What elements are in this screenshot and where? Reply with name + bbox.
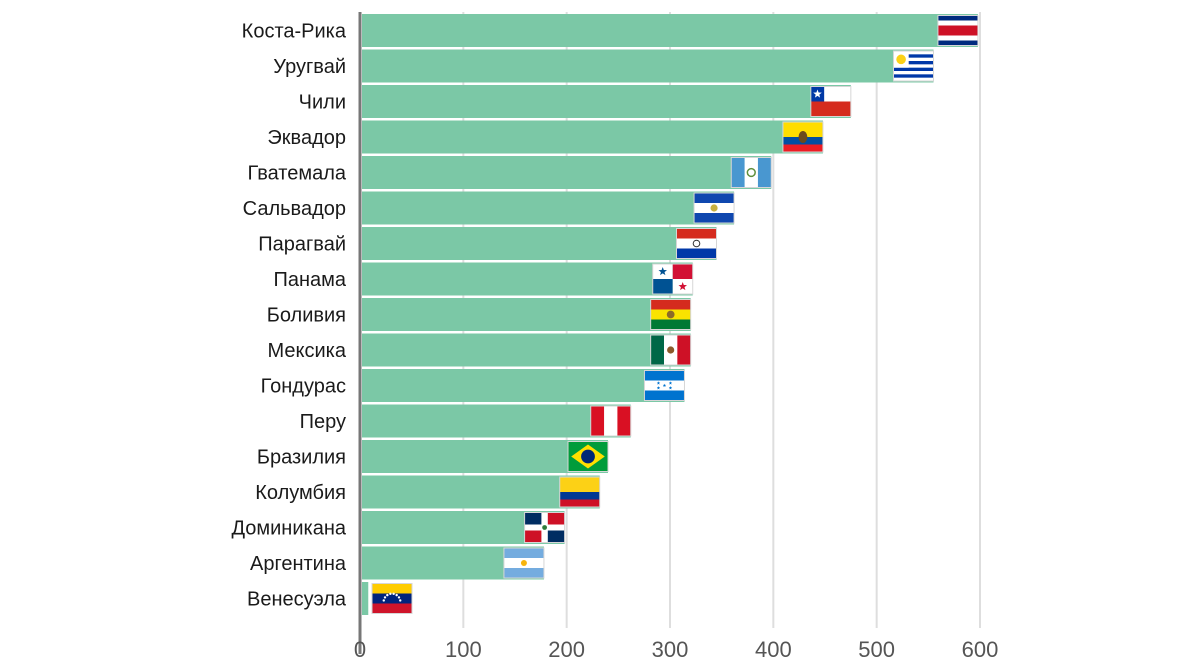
category-label: Коста-Рика [242, 21, 347, 43]
peru-flag [590, 405, 632, 437]
category-label: Парагвай [258, 234, 346, 256]
x-tick-label: 100 [445, 637, 482, 662]
bar [362, 156, 772, 189]
bar [362, 369, 685, 402]
x-tick-labels: 0 100 200 300 400 500 600 [354, 637, 998, 662]
category-label: Боливия [267, 305, 346, 327]
bar [362, 14, 978, 47]
x-tick-label: 0 [354, 637, 366, 662]
colombia-flag [559, 476, 601, 508]
bolivia-flag [650, 299, 692, 330]
bar [362, 85, 851, 118]
category-label: Гватемала [247, 163, 346, 185]
argentina-flag [503, 547, 545, 579]
venezuela-flag [371, 583, 413, 614]
x-tick-label: 400 [755, 637, 792, 662]
panama-flag [652, 263, 694, 295]
ecuador-flag [782, 121, 824, 153]
dominican-republic-flag [524, 512, 566, 543]
category-label: Венесуэла [247, 589, 347, 611]
x-tick-label: 600 [962, 637, 999, 662]
category-label: Аргентина [250, 553, 347, 575]
x-tick-label: 200 [548, 637, 585, 662]
uruguay-flag [893, 50, 934, 82]
bar [362, 227, 717, 260]
bar [362, 333, 691, 367]
bar [362, 49, 934, 83]
bars [362, 14, 978, 615]
costa-rica-flag [937, 15, 979, 46]
category-label: Доминикана [231, 518, 346, 540]
bar [362, 404, 631, 438]
bar [362, 262, 693, 296]
category-label: Бразилия [257, 447, 346, 469]
bar [362, 298, 691, 331]
honduras-flag [643, 370, 685, 401]
category-label: Колумбия [255, 482, 346, 504]
category-label: Сальвадор [243, 198, 346, 220]
category-label: Перу [300, 411, 346, 433]
category-label: Панама [273, 269, 346, 291]
chile-flag [810, 86, 852, 117]
category-labels: Коста-Рика Уругвай Чили Эквадор Гватемала Сал… [231, 21, 346, 611]
category-label: Мексика [268, 340, 347, 362]
bar [362, 582, 369, 615]
paraguay-flag [676, 228, 717, 259]
category-label: Чили [299, 92, 346, 114]
el-salvador-flag [693, 192, 735, 224]
category-label: Гондурас [261, 376, 346, 398]
x-tick-label: 500 [858, 637, 895, 662]
x-tick-label: 300 [652, 637, 689, 662]
bar [362, 440, 608, 473]
mexico-flag [650, 334, 692, 366]
guatemala-flag [730, 157, 772, 188]
category-label: Уругвай [273, 56, 346, 78]
category-label: Эквадор [267, 127, 346, 149]
flags [371, 15, 979, 614]
bar [362, 191, 735, 225]
brazil-flag [567, 441, 609, 472]
bar [362, 120, 823, 154]
